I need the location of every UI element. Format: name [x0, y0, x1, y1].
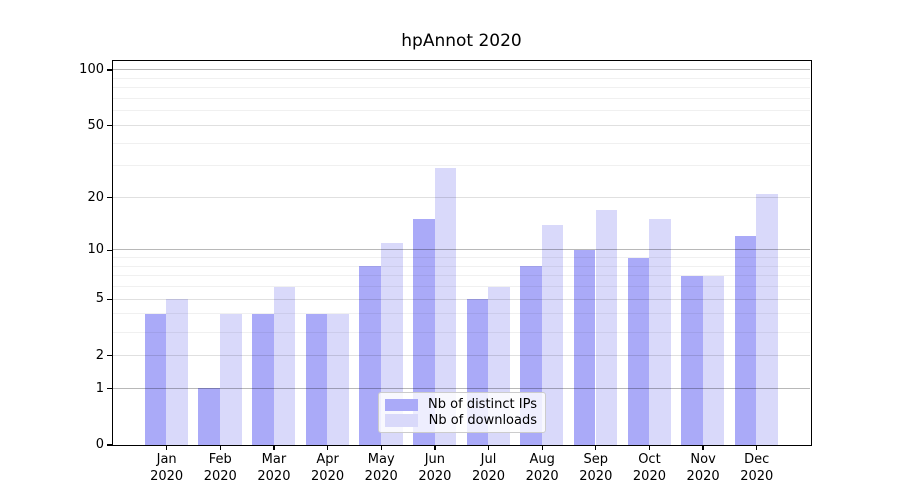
bar-downloads — [327, 313, 349, 445]
bar-distinct-ips — [252, 313, 274, 445]
x-tick-label: Aug 2020 — [525, 452, 559, 484]
y-tick-label: 0 — [95, 437, 104, 452]
bar-downloads — [219, 313, 242, 445]
bar-downloads — [434, 168, 457, 445]
legend-swatch — [385, 398, 418, 411]
chart-title: hpAnnot 2020 — [401, 31, 522, 51]
x-tick-mark — [273, 445, 275, 450]
y-tick-mark — [107, 355, 113, 357]
bar-distinct-ips — [681, 275, 703, 445]
x-tick-mark — [219, 445, 221, 450]
gridline-minor — [112, 97, 811, 99]
bar-downloads — [595, 209, 618, 445]
x-tick-mark — [648, 445, 651, 450]
y-tick-mark — [107, 197, 113, 199]
x-tick-label: Feb 2020 — [203, 452, 237, 484]
gridline-major — [112, 354, 811, 356]
bar-distinct-ips — [627, 257, 650, 445]
x-tick-label: Oct 2020 — [632, 452, 666, 484]
bar-distinct-ips — [198, 388, 220, 445]
gridline-minor — [112, 87, 811, 89]
gridline-minor — [112, 286, 811, 288]
gridline-decade — [112, 387, 811, 389]
x-tick-mark — [326, 445, 329, 450]
legend-label: Nb of downloads — [428, 412, 537, 428]
y-tick-label: 50 — [87, 117, 104, 133]
y-tick-label: 2 — [95, 347, 104, 363]
x-tick-label: Jun 2020 — [418, 452, 452, 484]
x-tick-label: May 2020 — [364, 452, 398, 484]
y-tick-mark — [107, 388, 113, 390]
plot-area — [111, 59, 812, 447]
y-tick-label: 100 — [79, 62, 104, 78]
x-tick-mark — [487, 445, 490, 450]
x-tick-label: Apr 2020 — [311, 452, 345, 484]
bar-downloads — [649, 219, 671, 445]
legend-row: Nb of downloads — [385, 413, 537, 429]
x-tick-mark — [541, 445, 543, 450]
gridline-minor — [112, 331, 811, 333]
gridline-major — [112, 298, 811, 300]
gridline-major — [112, 124, 811, 126]
y-tick-label: 1 — [95, 380, 104, 396]
bar-downloads — [166, 299, 188, 445]
y-tick-mark — [107, 124, 113, 127]
bar-distinct-ips — [734, 236, 757, 445]
legend-swatch — [385, 414, 418, 427]
y-tick-mark — [107, 69, 113, 71]
y-tick-label: 5 — [95, 291, 104, 307]
x-tick-mark — [702, 445, 704, 450]
bar-distinct-ips — [305, 313, 328, 445]
y-tick-label: 20 — [87, 189, 104, 205]
gridline-decade — [112, 249, 811, 251]
gridline-minor — [112, 165, 811, 167]
gridline-decade — [112, 69, 811, 71]
gridline-major — [112, 196, 811, 198]
x-tick-mark — [756, 445, 758, 450]
gridline-minor — [112, 257, 811, 259]
y-tick-label: 10 — [87, 242, 104, 258]
bar-downloads — [541, 224, 564, 445]
bar-downloads — [702, 275, 725, 445]
x-tick-label: Dec 2020 — [740, 452, 774, 484]
x-tick-label: Jan 2020 — [150, 452, 184, 484]
x-tick-mark — [434, 445, 436, 450]
bar-distinct-ips — [144, 313, 167, 445]
bar-downloads — [756, 193, 779, 445]
x-tick-label: Jul 2020 — [471, 452, 506, 484]
y-tick-mark — [107, 444, 113, 446]
x-tick-mark — [165, 445, 168, 450]
x-tick-label: Mar 2020 — [257, 452, 291, 484]
x-tick-mark — [380, 445, 382, 450]
x-tick-label: Nov 2020 — [686, 452, 720, 484]
gridline-minor — [112, 275, 811, 277]
x-tick-label: Sep 2020 — [579, 452, 613, 484]
y-tick-mark — [107, 249, 113, 251]
x-tick-mark — [595, 445, 597, 450]
bar-distinct-ips — [412, 219, 435, 445]
gridline-minor — [112, 110, 811, 112]
legend: Nb of distinct IPs Nb of downloads — [378, 392, 546, 433]
legend-label: Nb of distinct IPs — [428, 397, 537, 413]
bar-distinct-ips — [359, 266, 381, 445]
legend-row: Nb of distinct IPs — [385, 397, 537, 413]
gridline-minor — [112, 313, 811, 315]
y-tick-mark — [107, 298, 113, 301]
gridline-minor — [112, 142, 811, 144]
bar-downloads — [273, 286, 296, 445]
gridline-minor — [112, 265, 811, 267]
bar-distinct-ips — [573, 249, 596, 445]
gridline-minor — [112, 77, 811, 79]
